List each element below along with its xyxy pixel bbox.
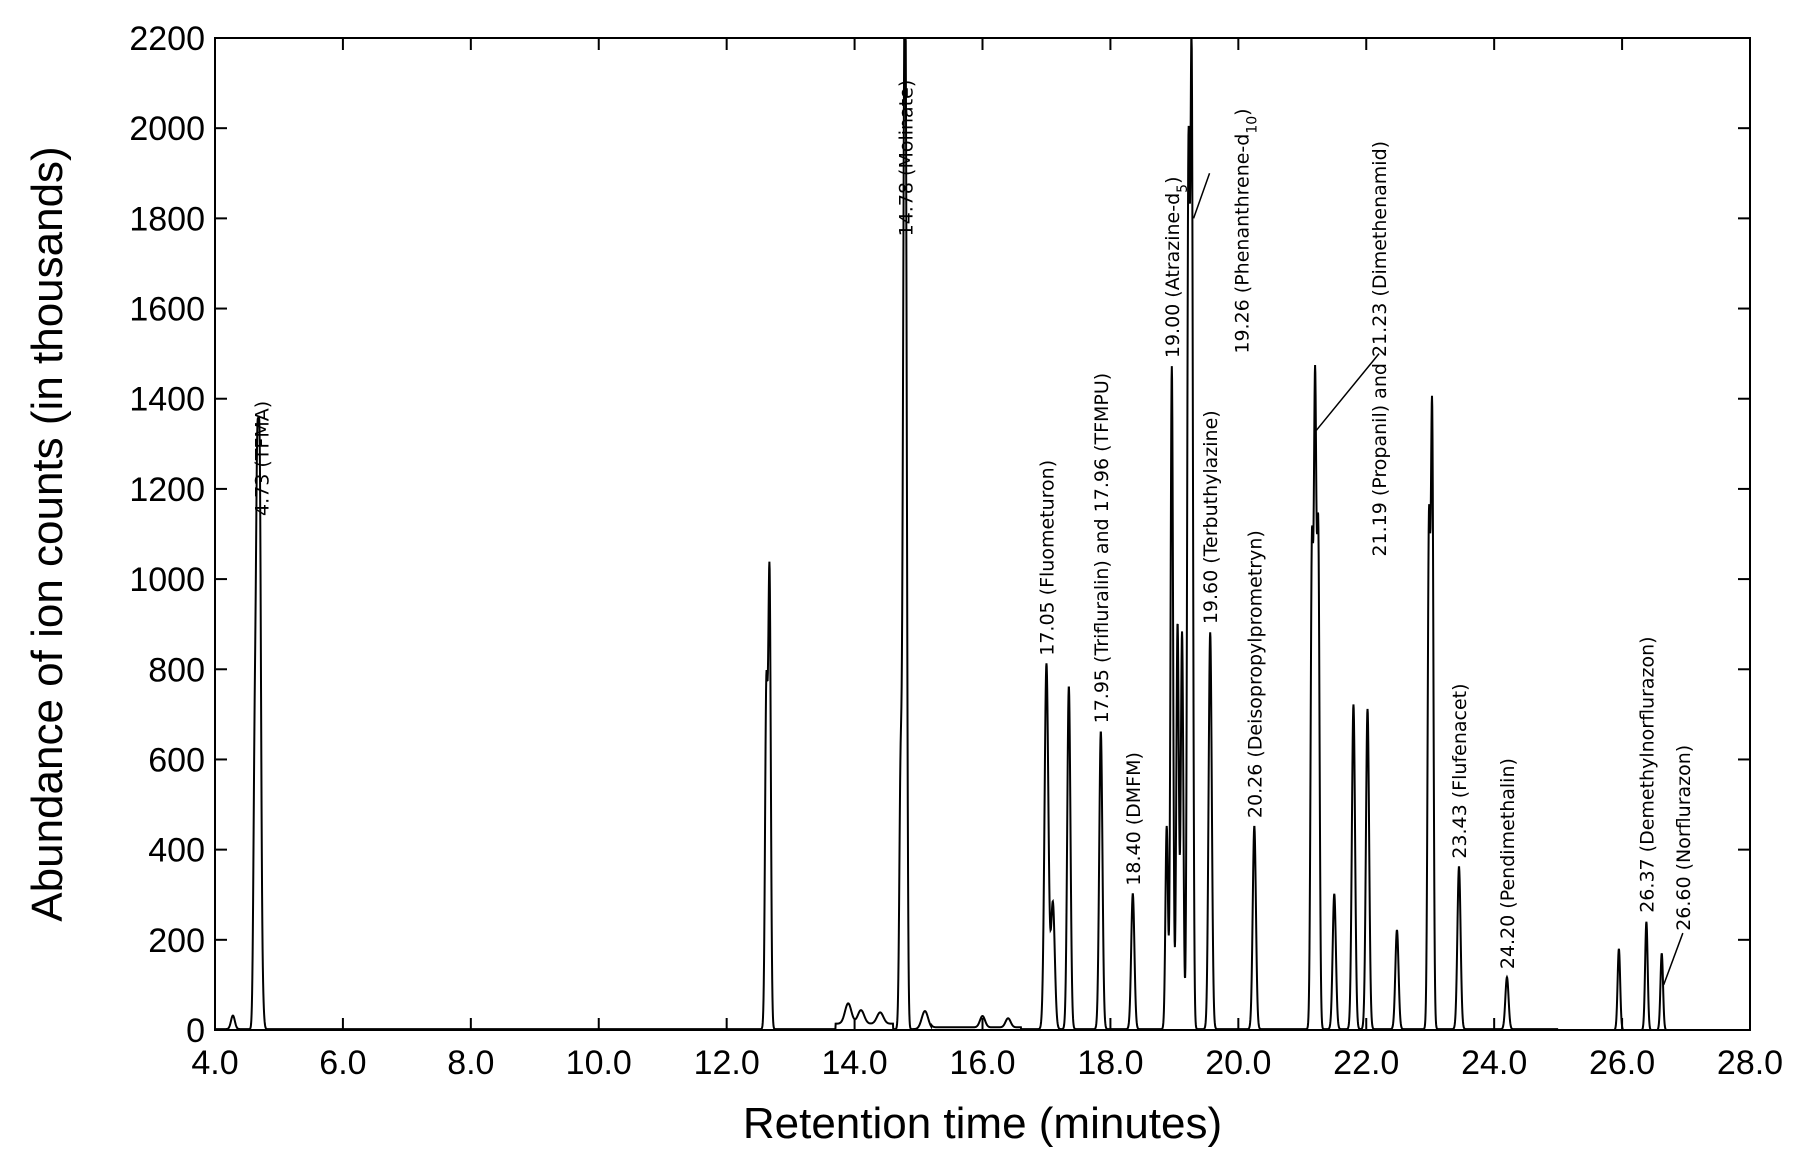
annotation-text: 26.60 (Norflurazon) [1673,745,1695,931]
annotation-text: 26.37 (Demethylnorflurazon) [1636,636,1658,912]
y-tick-label: 800 [148,651,205,689]
peak-annotation: 17.05 (Fluometuron) [1036,460,1058,656]
x-tick-label: 14.0 [821,1044,887,1082]
x-tick-label: 12.0 [694,1044,760,1082]
annotation-text: 20.26 (Deisopropylprometryn) [1244,530,1266,818]
x-tick-label: 20.0 [1205,1044,1271,1082]
peak-annotation: 14.78 (Molinate) [896,80,918,237]
peak-annotation: 17.95 (Trifluralin) and 17.96 (TFMPU) [1091,373,1113,724]
y-tick-label: 1000 [129,561,205,599]
annotation-leader-line [1315,353,1380,431]
y-tick-label: 600 [148,741,205,779]
late-peak [1641,921,1652,1031]
y-tick-label: 0 [186,1012,205,1050]
x-tick-label: 6.0 [319,1044,366,1082]
annotation-subscript: 10 [1245,116,1261,134]
x-tick-label: 10.0 [566,1044,632,1082]
y-tick-label: 1200 [129,471,205,509]
y-tick-label: 1400 [129,381,205,419]
y-tick-label: 400 [148,832,205,870]
peak-annotation: 26.37 (Demethylnorflurazon) [1636,636,1658,912]
y-tick-label: 1600 [129,291,205,329]
annotation-text: 14.78 (Molinate) [896,80,918,237]
peak-annotation: 24.20 (Pendimethalin) [1497,758,1519,969]
y-tick-label: 200 [148,922,205,960]
x-tick-label: 22.0 [1333,1044,1399,1082]
late-peak [1613,948,1624,1031]
annotation-leader-line [1662,932,1684,986]
x-tick-label: 8.0 [447,1044,494,1082]
x-tick-label: 24.0 [1461,1044,1527,1082]
chromatogram-trace [215,37,1667,1031]
x-tick-label: 18.0 [1077,1044,1143,1082]
annotation-tail: ) [1162,176,1184,183]
y-tick-label: 1800 [129,200,205,238]
annotation-subscript: 5 [1175,184,1191,193]
peak-annotation: 20.26 (Deisopropylprometryn) [1244,530,1266,818]
x-tick-label: 4.0 [191,1044,238,1082]
peak-annotation: 19.26 (Phenanthrene-d10) [1232,108,1261,353]
x-tick-label: 26.0 [1589,1044,1655,1082]
x-tick-label: 16.0 [949,1044,1015,1082]
annotation-text: 18.40 (DMFM) [1123,752,1145,886]
peak-annotations: 4.73 (TFMA) 14.78 (Molinate) 17.05 (Fluome… [252,80,1695,986]
annotation-text: 17.95 (Trifluralin) and 17.96 (TFMPU) [1091,373,1113,724]
annotation-text: 21.19 (Propanil) and 21.23 (Dimethenamid… [1369,141,1391,557]
y-axis-title: Abundance of ion counts (in thousands) [23,146,72,921]
peak-annotation: 18.40 (DMFM) [1123,752,1145,886]
annotation-leader-line [1192,173,1211,219]
plot-frame [214,37,1751,1031]
x-axis-title: Retention time (minutes) [743,1099,1222,1148]
peak-annotation: 4.73 (TFMA) [252,401,274,516]
x-tick-label: 28.0 [1717,1044,1783,1082]
late-peak [1656,953,1667,1031]
peak-annotation: 19.00 (Atrazine-d5) [1162,176,1191,358]
annotation-text: 4.73 (TFMA) [252,401,274,516]
y-tick-label: 2200 [129,20,205,58]
peak-annotation: 23.43 (Flufenacet) [1449,683,1471,858]
annotation-text: 17.05 (Fluometuron) [1036,460,1058,656]
y-tick-label: 2000 [129,110,205,148]
annotation-text: 19.26 (Phenanthrene-d [1232,134,1254,354]
annotation-text: 23.43 (Flufenacet) [1449,683,1471,858]
chromatogram-line [215,37,1559,1031]
peak-annotation: 21.19 (Propanil) and 21.23 (Dimethenamid… [1369,141,1391,557]
annotation-text: 19.60 (Terbuthylazine) [1200,410,1222,624]
annotation-tail: ) [1232,108,1254,115]
annotation-text: 19.00 (Atrazine-d [1162,193,1184,358]
peak-annotation: 19.60 (Terbuthylazine) [1200,410,1222,624]
axis-ticks: 4.0 6.0 8.0 10.0 12.0 14.0 16.0 18.0 20.0 22.0 24.… [129,20,1783,1082]
peak-annotation: 26.60 (Norflurazon) [1673,745,1695,931]
annotation-text: 24.20 (Pendimethalin) [1497,758,1519,969]
